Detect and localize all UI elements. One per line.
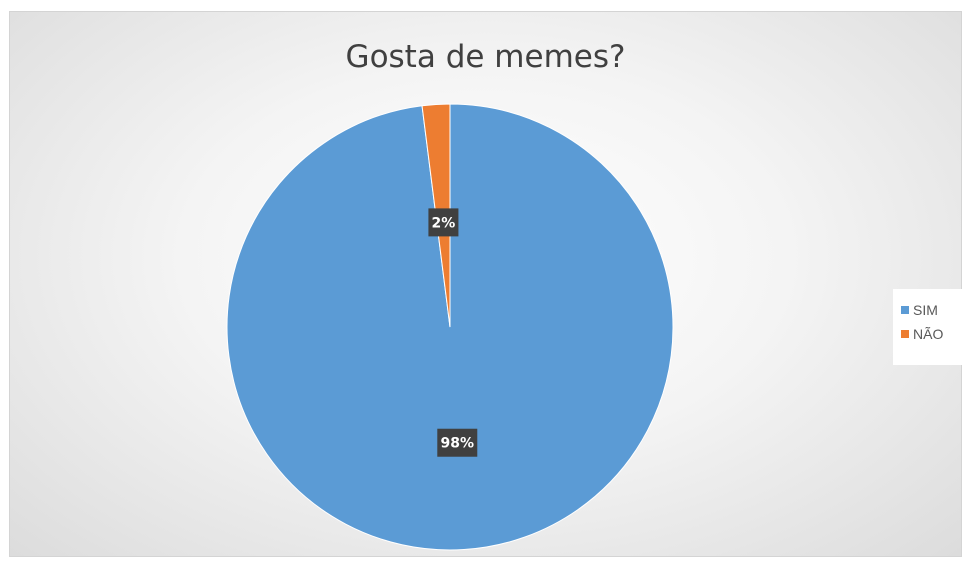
legend-swatch-nao (901, 330, 909, 338)
data-label-nao-box (428, 208, 459, 237)
data-label-nao: 2% (428, 208, 459, 237)
legend-entry-sim: SIM (901, 298, 962, 322)
data-label-sim-box (437, 428, 478, 457)
legend-entry-nao: NÃO (901, 322, 962, 346)
chart-title: Gosta de memes? (345, 39, 626, 75)
legend-swatch-sim (901, 306, 909, 314)
data-label-sim-text: 98% (441, 436, 475, 452)
legend-label-nao: NÃO (913, 326, 944, 342)
data-label-nao-text: 2% (432, 215, 456, 231)
data-label-sim: 98% (437, 428, 478, 457)
legend: SIM NÃO (893, 289, 962, 365)
legend-label-sim: SIM (913, 302, 938, 318)
